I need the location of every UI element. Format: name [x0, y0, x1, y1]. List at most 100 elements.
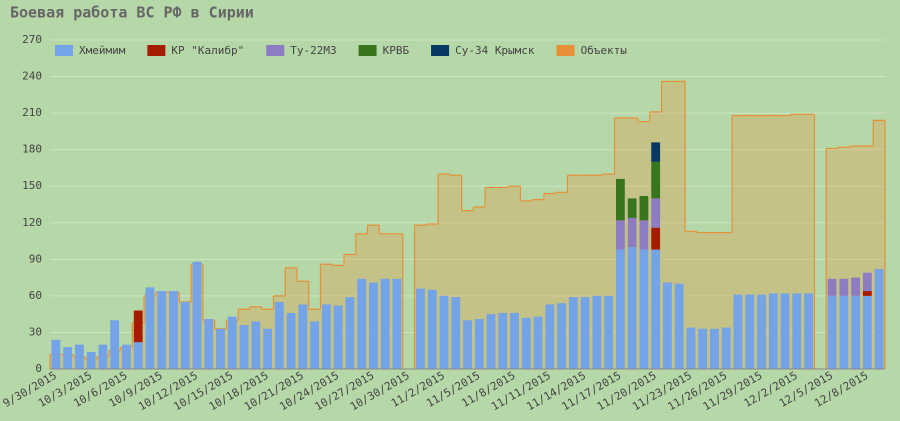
bar: [86, 351, 96, 369]
area-step: [790, 114, 803, 370]
bar: [357, 278, 367, 369]
legend-swatch: [147, 45, 166, 56]
bar: [439, 295, 449, 369]
legend-label: КРВБ: [383, 44, 410, 57]
bar: [133, 310, 143, 343]
bar: [698, 328, 708, 369]
bar: [474, 319, 484, 369]
bar: [498, 312, 508, 369]
area-step: [708, 232, 721, 369]
area-step: [673, 81, 686, 369]
bar: [451, 297, 461, 369]
bar: [757, 294, 766, 369]
bar: [874, 269, 884, 369]
bar: [651, 198, 661, 228]
legend-label: Хмеймим: [79, 44, 126, 57]
bar: [733, 294, 743, 369]
bar: [122, 344, 131, 369]
bar: [651, 249, 661, 369]
bar: [639, 195, 649, 221]
bar: [145, 287, 155, 369]
area-step: [567, 175, 580, 369]
bar: [486, 314, 496, 369]
bar: [63, 347, 73, 369]
bar: [133, 342, 143, 369]
bar: [321, 304, 331, 369]
area-step: [873, 120, 885, 369]
area-step: [449, 175, 462, 369]
area-step: [461, 210, 474, 369]
legend-swatch: [55, 45, 73, 56]
bar: [533, 316, 543, 369]
bar: [674, 283, 684, 369]
area-step: [732, 115, 744, 369]
bar: [98, 344, 108, 369]
legend-label: Су-34 Крымск: [455, 44, 535, 57]
legend-label: Объекты: [581, 44, 628, 57]
bar: [463, 320, 472, 369]
area-step: [826, 148, 838, 369]
bar: [839, 295, 849, 369]
bar: [804, 293, 813, 369]
area-step: [802, 114, 815, 370]
bar: [627, 217, 637, 248]
bar: [51, 339, 61, 369]
bar: [251, 321, 261, 369]
bar: [604, 295, 614, 369]
area-step: [720, 232, 733, 369]
y-tick-label: 150: [22, 179, 42, 192]
bar: [651, 161, 661, 199]
bar: [74, 344, 84, 369]
bar: [862, 291, 872, 296]
bar: [627, 247, 637, 369]
bar: [216, 328, 225, 369]
bar: [827, 278, 837, 296]
area-step: [555, 192, 568, 369]
bar: [416, 288, 425, 369]
bar: [663, 282, 672, 369]
bar: [192, 261, 202, 369]
legend-swatch: [556, 45, 575, 56]
y-tick-label: 120: [22, 216, 42, 229]
legend-label: Ту-22М3: [290, 44, 336, 57]
bar: [274, 301, 284, 369]
bar: [839, 278, 849, 296]
bar: [557, 303, 566, 369]
area-step: [661, 81, 674, 369]
bar: [227, 316, 237, 369]
bar: [651, 142, 661, 162]
bar: [745, 294, 755, 369]
bar: [169, 291, 178, 369]
y-tick-label: 90: [29, 252, 42, 265]
bar: [568, 297, 578, 369]
area-step: [590, 175, 603, 369]
bar: [615, 178, 625, 221]
y-tick-label: 0: [35, 362, 42, 375]
bar: [180, 301, 190, 369]
legend-swatch: [431, 45, 450, 56]
area-step: [508, 186, 521, 369]
bar: [380, 278, 390, 369]
bar: [333, 305, 343, 369]
bar: [510, 312, 519, 369]
area-step: [755, 115, 768, 369]
bar: [780, 293, 790, 369]
area-step: [473, 206, 486, 369]
chart-title: Боевая работа ВС РФ в Сирии: [10, 4, 254, 22]
bar: [310, 321, 320, 369]
bar: [768, 293, 778, 369]
bar: [851, 295, 861, 369]
bar: [157, 291, 167, 369]
bar: [345, 297, 355, 369]
area-step: [485, 187, 497, 369]
y-tick-label: 30: [29, 325, 42, 338]
bar: [639, 220, 649, 250]
y-tick-label: 270: [22, 33, 42, 46]
bar: [862, 272, 872, 292]
bar: [298, 304, 308, 369]
area-step: [438, 174, 450, 369]
y-tick-label: 60: [29, 289, 42, 302]
area-step: [779, 115, 791, 369]
area-step: [496, 187, 509, 369]
area-step: [849, 146, 862, 369]
